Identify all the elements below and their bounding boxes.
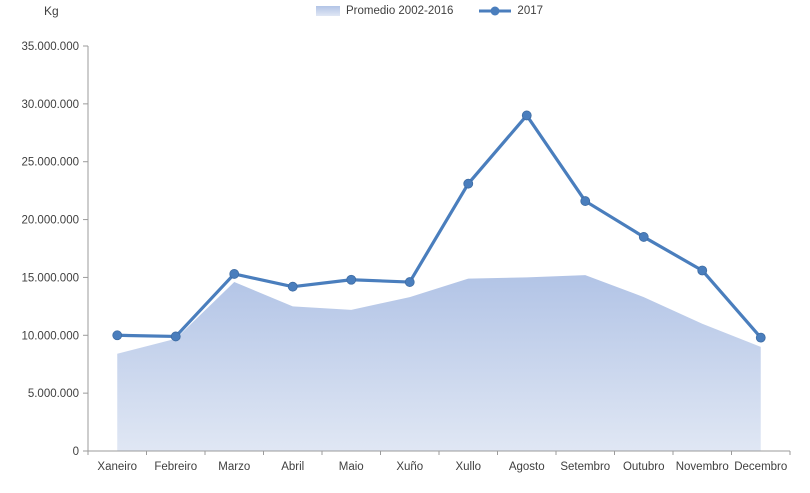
- x-axis-tick-label: Novembro: [676, 461, 729, 473]
- data-point-marker: [404, 277, 415, 287]
- y-axis-tick-label: 10.000.000: [21, 330, 79, 342]
- data-point-marker: [346, 274, 357, 285]
- y-axis-tick-label: 5.000.000: [28, 388, 79, 400]
- data-point-marker: [580, 196, 591, 206]
- data-point-marker: [170, 331, 181, 342]
- legend-item-promedio: Promedio 2002-2016: [316, 5, 453, 17]
- y-axis-tick-label: 30.000.000: [21, 99, 79, 111]
- data-point-marker: [463, 178, 474, 189]
- data-point-marker: [229, 269, 240, 279]
- data-point-marker: [521, 110, 532, 121]
- y-axis-tick-label: 0: [73, 446, 79, 458]
- x-axis-tick-label: Xuño: [396, 461, 423, 473]
- x-axis-tick-label: Marzo: [218, 461, 250, 473]
- legend-item-2017: 2017: [479, 5, 543, 17]
- x-axis-tick-label: Decembro: [734, 461, 787, 473]
- y-axis-tick-label: 25.000.000: [21, 157, 79, 169]
- x-axis-tick-label: Setembro: [560, 461, 610, 473]
- legend-label-promedio: Promedio 2002-2016: [346, 5, 454, 17]
- x-axis-tick-label: Xaneiro: [97, 461, 137, 473]
- x-axis-tick-label: Maio: [339, 461, 364, 473]
- area-swatch-icon: [316, 6, 340, 16]
- line-marker-swatch-icon: [479, 6, 512, 16]
- x-axis-tick-label: Outubro: [623, 461, 665, 473]
- y-axis-unit-label: Kg: [44, 4, 59, 18]
- line-series-2017: [115, 113, 763, 340]
- y-axis-tick-label: 20.000.000: [21, 215, 79, 227]
- data-point-marker: [697, 265, 708, 276]
- x-axis-tick-label: Abril: [281, 461, 304, 473]
- y-axis-tick-label: 15.000.000: [21, 272, 79, 284]
- data-point-marker: [112, 330, 123, 341]
- x-axis-tick-label: Xullo: [455, 461, 481, 473]
- y-axis-tick-label: 35.000.000: [21, 41, 79, 53]
- x-axis-tick-label: Febreiro: [154, 461, 197, 473]
- x-axis-tick-label: Agosto: [509, 461, 545, 473]
- data-point-marker: [755, 332, 766, 343]
- chart-legend: Promedio 2002-2016 2017: [316, 5, 543, 17]
- area-series-promedio: [117, 275, 761, 451]
- legend-label-2017: 2017: [517, 5, 544, 17]
- data-point-marker: [287, 281, 298, 292]
- data-point-marker: [638, 232, 649, 242]
